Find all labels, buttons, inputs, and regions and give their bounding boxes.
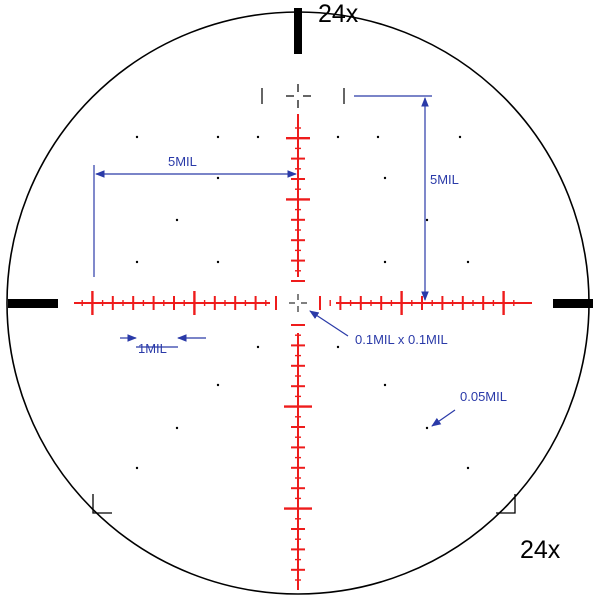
grid-dot <box>135 466 139 470</box>
grid-dot <box>466 260 470 264</box>
center-cross <box>289 294 307 312</box>
annotations <box>93 95 456 427</box>
grid-dot <box>216 260 220 264</box>
center-cross-pointer <box>309 310 349 337</box>
grid-dot <box>383 383 387 387</box>
left-post <box>8 299 58 308</box>
grid-dot <box>383 176 387 180</box>
grid-dot <box>256 345 260 349</box>
grid-dot <box>458 135 462 139</box>
grid-dot <box>175 218 179 222</box>
magnification-corner-label: 24x <box>520 536 561 564</box>
grid-dots <box>135 135 470 470</box>
right-post <box>553 299 593 308</box>
grid-dot <box>216 135 220 139</box>
center-cross-label: 0.1MIL x 0.1MIL <box>355 332 448 347</box>
grid-dot <box>175 426 179 430</box>
grid-dot <box>425 218 429 222</box>
grid-dot <box>336 345 340 349</box>
corner-marks <box>92 494 516 514</box>
grid-dot <box>135 135 139 139</box>
grid-dot <box>135 260 139 264</box>
top-range-cross <box>261 84 345 108</box>
grid-dot <box>425 426 429 430</box>
grid-dot <box>216 176 220 180</box>
red-reticle <box>74 114 532 590</box>
grid-dot <box>216 383 220 387</box>
one-mil-label: 1MIL <box>138 341 167 356</box>
dot-pointer <box>431 409 456 427</box>
top-post <box>294 8 302 54</box>
dot-label: 0.05MIL <box>460 389 507 404</box>
grid-dot <box>383 260 387 264</box>
magnification-top-label: 24x <box>318 0 359 28</box>
grid-dot <box>336 135 340 139</box>
grid-dot <box>376 135 380 139</box>
grid-dot <box>256 135 260 139</box>
grid-dot <box>466 466 470 470</box>
five-mil-horizontal-label: 5MIL <box>168 154 197 169</box>
five-mil-vertical-label: 5MIL <box>430 172 459 187</box>
